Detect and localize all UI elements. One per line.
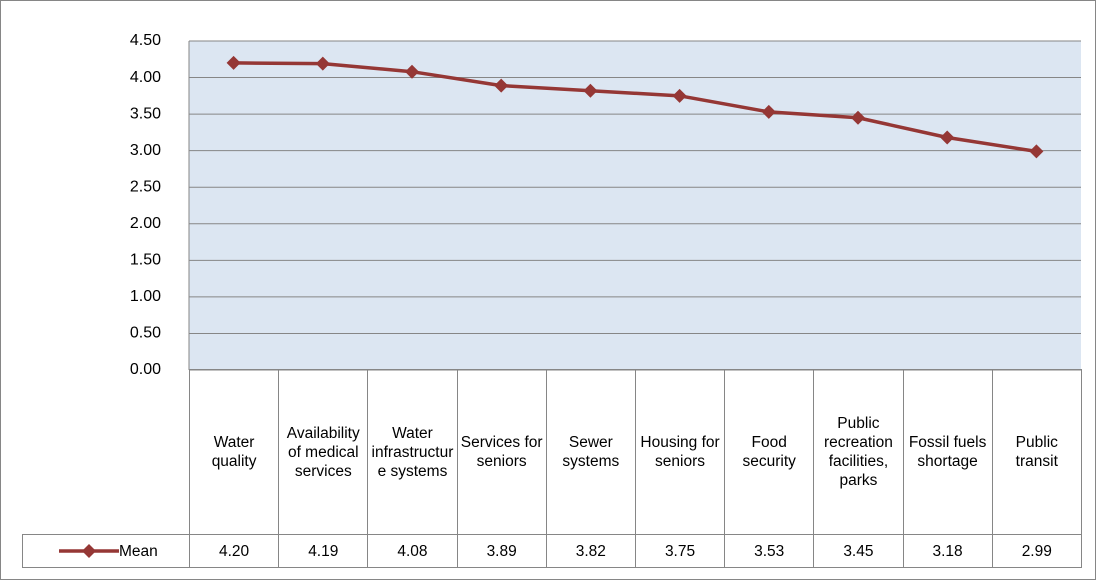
marker — [851, 110, 865, 125]
value-label: 2.99 — [991, 534, 1082, 568]
value-label: 3.75 — [634, 534, 726, 568]
category-label: Public transit — [991, 369, 1082, 535]
category-label: Sewer systems — [545, 369, 636, 535]
marker — [494, 78, 509, 93]
category-label: Housing for seniors — [634, 369, 726, 535]
marker — [315, 56, 330, 71]
y-tick-label: 2.00 — [130, 215, 161, 232]
y-tick-label: 2.50 — [130, 178, 161, 195]
category-label: Availability of medical services — [278, 369, 369, 535]
blank-cell — [22, 369, 190, 535]
y-tick-label: 0.50 — [130, 325, 161, 342]
y-tick-label: 3.50 — [130, 105, 161, 122]
plot-area — [189, 41, 1081, 370]
marker — [672, 88, 687, 103]
category-label: Fossil fuels shortage — [902, 369, 993, 535]
legend-icon — [59, 544, 119, 559]
y-tick-label: 4.00 — [130, 69, 161, 86]
category-label: Food security — [724, 369, 815, 535]
legend-marker — [82, 544, 96, 559]
value-label: 4.20 — [188, 534, 280, 568]
value-label: 3.18 — [902, 534, 993, 568]
marker — [226, 55, 241, 70]
y-tick-label: 3.00 — [130, 142, 161, 159]
value-label: 3.45 — [813, 534, 904, 568]
marker — [583, 83, 598, 98]
legend-label: Mean — [119, 542, 158, 560]
category-label: Public recreation facilities, parks — [813, 369, 904, 535]
marker — [940, 130, 955, 145]
value-label: 3.89 — [456, 534, 547, 568]
value-label: 4.19 — [278, 534, 369, 568]
category-label: Water infrastructure systems — [367, 369, 458, 535]
series-line — [233, 61, 1037, 154]
data-table: Water quality Availability of medical ser… — [22, 369, 1082, 568]
value-label: 3.82 — [545, 534, 636, 568]
category-label: Water quality — [188, 369, 280, 535]
y-tick-label: 4.50 — [130, 32, 161, 49]
category-label: Services for seniors — [456, 369, 547, 535]
legend-cell: Mean — [22, 534, 190, 568]
y-tick-label: 1.00 — [130, 288, 161, 305]
marker — [761, 104, 776, 119]
marker — [1029, 144, 1044, 159]
marker — [405, 64, 419, 79]
y-tick-label: 1.50 — [130, 252, 161, 269]
value-label: 4.08 — [367, 534, 458, 568]
value-label: 3.53 — [724, 534, 815, 568]
